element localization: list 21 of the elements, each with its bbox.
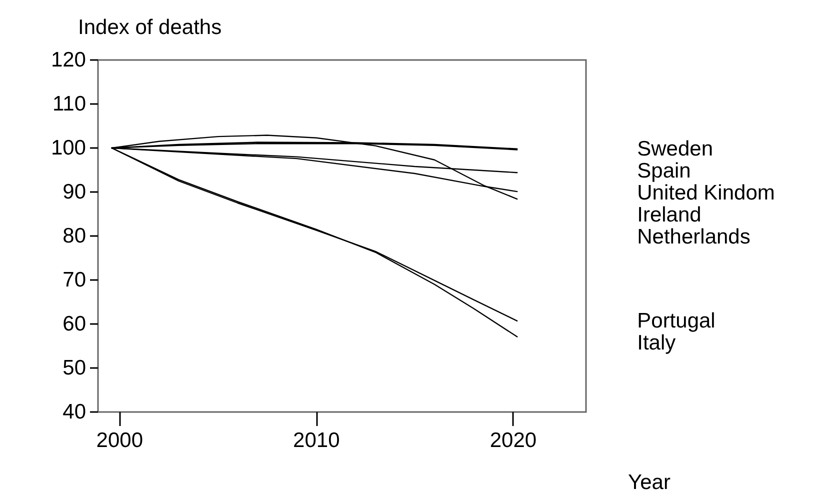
y-tick-label: 90: [62, 180, 86, 204]
y-axis-title: Index of deaths: [78, 16, 222, 39]
y-tick-label: 50: [62, 356, 86, 380]
x-tick-label: 2010: [293, 429, 340, 452]
y-tick-label: 110: [52, 92, 86, 116]
text: Italy: [637, 331, 676, 354]
y-tick-label: 60: [62, 312, 86, 336]
text: Netherlands: [637, 225, 750, 248]
y-tick-label: 120: [50, 48, 86, 72]
y-tick-label: 70: [62, 268, 86, 292]
x-axis-title: Year: [628, 471, 670, 494]
x-tick-label: 2000: [96, 429, 144, 452]
y-tick-label: 80: [62, 224, 86, 248]
text: Ireland: [637, 203, 702, 226]
text: Portugal: [637, 309, 716, 332]
y-tick-label: 40: [62, 400, 86, 424]
text: United Kindom: [637, 181, 775, 204]
text: Spain: [637, 159, 691, 182]
x-tick-label: 2020: [490, 429, 537, 452]
text: Sweden: [637, 137, 714, 160]
y-tick-label: 100: [50, 136, 86, 160]
